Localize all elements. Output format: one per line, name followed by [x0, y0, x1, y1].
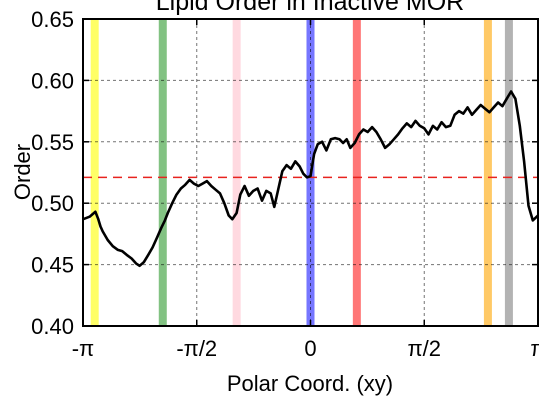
ticks-layer: -π -π/2 0 π/2 π 0.40 0.45 0.50 0.55 0.60 0.65	[31, 7, 539, 361]
y-tick-label: 0.60	[31, 68, 74, 93]
y-tick-label: 0.65	[31, 7, 74, 32]
band-2	[232, 19, 241, 326]
y-tick-label: 0.45	[31, 253, 74, 278]
x-tick-label: π/2	[407, 336, 441, 361]
order-series-line	[83, 90, 538, 268]
y-axis-label: Order	[10, 144, 35, 200]
chart-title: Lipid Order in Inactive MOR	[156, 0, 464, 16]
band-4	[352, 19, 361, 326]
band-5	[483, 19, 492, 326]
y-tick-label: 0.50	[31, 191, 74, 216]
x-axis-label: Polar Coord. (xy)	[227, 371, 393, 396]
x-tick-label: 0	[304, 336, 316, 361]
x-tick-label: π	[530, 336, 539, 361]
x-tick-label: -π/2	[176, 336, 217, 361]
y-tick-label: 0.40	[31, 314, 74, 339]
band-0	[90, 19, 99, 326]
band-1	[158, 19, 167, 326]
grid-layer	[83, 19, 538, 326]
y-tick-label: 0.55	[31, 130, 74, 155]
x-tick-label: -π	[72, 336, 95, 361]
band-6	[504, 19, 513, 326]
